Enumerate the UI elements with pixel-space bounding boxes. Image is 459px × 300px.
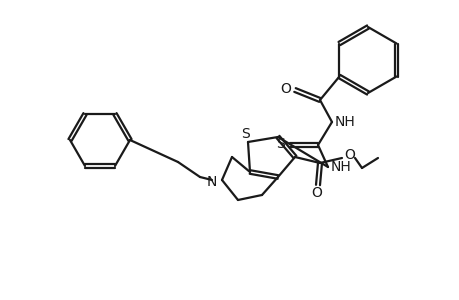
Text: O: O <box>280 82 291 96</box>
Text: O: O <box>311 186 322 200</box>
Text: O: O <box>344 148 355 162</box>
Text: S: S <box>241 127 250 141</box>
Text: NH: NH <box>330 160 351 174</box>
Text: NH: NH <box>334 115 355 129</box>
Text: S: S <box>276 137 285 151</box>
Text: N: N <box>207 175 217 189</box>
